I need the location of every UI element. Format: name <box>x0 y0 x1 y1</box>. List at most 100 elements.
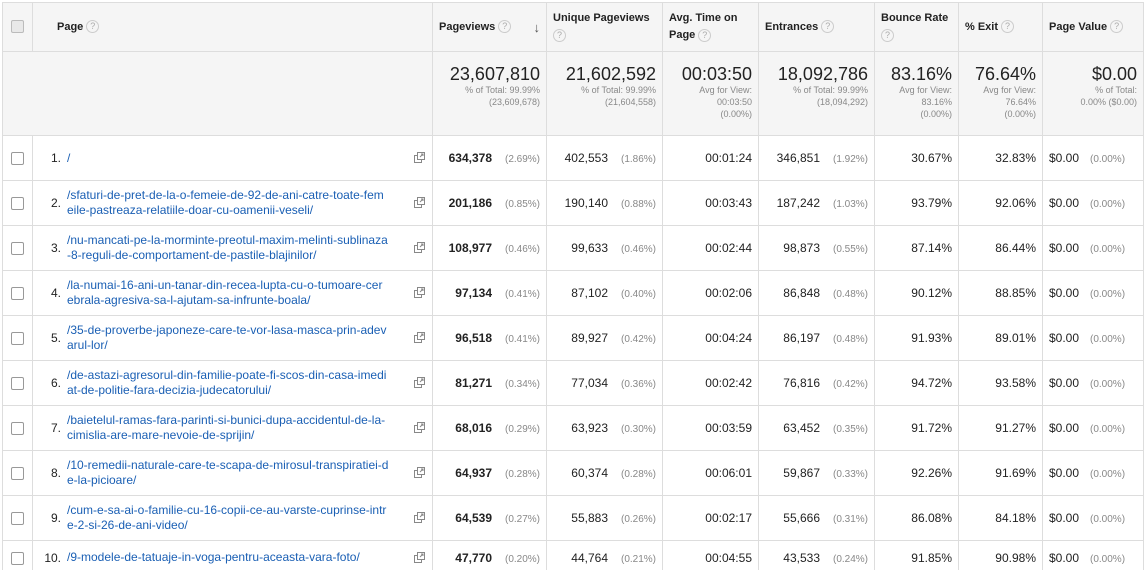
page-link[interactable]: /sfaturi-de-pret-de-la-o-femeie-de-92-de… <box>67 188 384 217</box>
open-external-icon[interactable] <box>414 551 426 563</box>
row-select-cell[interactable] <box>2 360 33 406</box>
page-link[interactable]: /cum-e-sa-ai-o-familie-cu-16-copii-ce-au… <box>67 503 387 532</box>
summary-note: 83.16% <box>921 97 952 107</box>
pageviews-percent: (0.29%) <box>504 424 540 435</box>
entrances-cell: 63,452 (0.35%) <box>758 405 875 451</box>
row-checkbox[interactable] <box>11 551 24 565</box>
header-pageviews[interactable]: Pageviews? ↓ <box>432 2 547 52</box>
header-exit-label: % Exit <box>965 20 999 33</box>
row-checkbox[interactable] <box>11 197 24 211</box>
unique-pageviews-percent: (0.40%) <box>620 289 656 300</box>
select-all-checkbox[interactable] <box>11 20 24 34</box>
page-link[interactable]: /de-astazi-agresorul-din-familie-poate-f… <box>67 368 387 397</box>
page-link[interactable]: /nu-mancati-pe-la-morminte-preotul-maxim… <box>67 233 388 262</box>
help-icon[interactable]: ? <box>498 20 512 34</box>
row-select-cell[interactable] <box>2 540 33 570</box>
row-checkbox[interactable] <box>11 287 24 301</box>
header-page-value[interactable]: Page Value? <box>1042 2 1144 52</box>
unique-pageviews-value: 402,553 <box>564 151 608 165</box>
row-select-cell[interactable] <box>2 180 33 226</box>
entrances-value: 43,533 <box>783 550 820 565</box>
page-cell: 2. /sfaturi-de-pret-de-la-o-femeie-de-92-… <box>32 180 433 226</box>
page-value-cell: $0.00 (0.00%) <box>1042 450 1144 496</box>
open-external-icon[interactable] <box>414 197 426 208</box>
bounce-rate-cell: 92.26% <box>874 450 959 496</box>
pageviews-percent: (0.41%) <box>504 289 540 300</box>
page-link[interactable]: /35-de-proverbe-japoneze-care-te-vor-las… <box>67 323 387 352</box>
unique-pageviews-value: 63,923 <box>571 421 608 435</box>
header-unique-pageviews[interactable]: Unique Pageviews? <box>546 2 663 52</box>
help-icon[interactable]: ? <box>1110 20 1124 34</box>
row-select-cell[interactable] <box>2 450 33 496</box>
row-select-cell[interactable] <box>2 270 33 316</box>
pageviews-value: 64,937 <box>455 466 492 480</box>
unique-pageviews-value: 89,927 <box>571 331 608 345</box>
page-value-cell: $0.00 (0.00%) <box>1042 360 1144 406</box>
sort-down-icon[interactable]: ↓ <box>533 19 541 35</box>
table-row: 1. / 634,378 (2.69%) 402,553 (1.86%) 00:01:24 3… <box>2 135 1144 181</box>
open-external-icon[interactable] <box>414 377 426 388</box>
pageviews-value: 81,271 <box>455 376 492 390</box>
open-external-icon[interactable] <box>414 242 426 253</box>
exit-cell: 91.27% <box>958 405 1043 451</box>
pageviews-value: 108,977 <box>448 241 492 255</box>
page-value-value: $0.00 <box>1049 196 1080 210</box>
help-icon[interactable]: ? <box>553 28 566 42</box>
avg-time-value: 00:03:43 <box>705 196 752 210</box>
row-checkbox[interactable] <box>11 242 24 256</box>
row-index: 9. <box>50 511 61 525</box>
row-select-cell[interactable] <box>2 135 33 181</box>
row-checkbox[interactable] <box>11 152 24 166</box>
help-icon[interactable]: ? <box>821 20 835 34</box>
page-value-cell: $0.00 (0.00%) <box>1042 270 1144 316</box>
unique-pageviews-cell: 44,764 (0.21%) <box>546 540 663 570</box>
header-entrances[interactable]: Entrances? <box>758 2 875 52</box>
bounce-rate-value: 87.14% <box>911 241 952 255</box>
row-select-cell[interactable] <box>2 225 33 271</box>
row-select-cell[interactable] <box>2 495 33 541</box>
help-icon[interactable]: ? <box>698 28 712 42</box>
page-link[interactable]: /baietelul-ramas-fara-parinti-si-bunici-… <box>67 413 386 442</box>
page-link[interactable]: /9-modele-de-tatuaje-in-voga-pentru-acea… <box>67 550 360 565</box>
row-select-cell[interactable] <box>2 405 33 451</box>
row-checkbox[interactable] <box>11 332 24 346</box>
exit-cell: 90.98% <box>958 540 1043 570</box>
row-select-cell[interactable] <box>2 315 33 361</box>
select-all-header[interactable] <box>2 2 33 52</box>
row-checkbox[interactable] <box>11 512 24 526</box>
table-row: 5. /35-de-proverbe-japoneze-care-te-vor-l… <box>2 315 1144 361</box>
open-external-icon[interactable] <box>414 512 426 523</box>
row-checkbox[interactable] <box>11 422 24 436</box>
open-external-icon[interactable] <box>414 422 426 433</box>
bounce-rate-value: 92.26% <box>911 466 952 480</box>
open-external-icon[interactable] <box>414 152 426 163</box>
bounce-rate-value: 91.72% <box>911 421 952 435</box>
entrances-value: 187,242 <box>776 196 820 210</box>
help-icon[interactable]: ? <box>881 28 894 42</box>
header-page[interactable]: Page? <box>32 2 433 52</box>
open-external-icon[interactable] <box>414 467 426 478</box>
header-exit[interactable]: % Exit? <box>958 2 1043 52</box>
row-checkbox[interactable] <box>11 377 24 391</box>
open-external-icon[interactable] <box>414 287 426 298</box>
page-link[interactable]: / <box>67 150 71 165</box>
page-link[interactable]: /10-remedii-naturale-care-te-scapa-de-mi… <box>67 458 389 487</box>
row-checkbox[interactable] <box>11 467 24 481</box>
help-icon[interactable]: ? <box>86 20 100 34</box>
page-value-value: $0.00 <box>1049 286 1080 300</box>
page-value-percent: (0.00%) <box>1090 244 1126 255</box>
bounce-rate-cell: 86.08% <box>874 495 959 541</box>
open-external-icon[interactable] <box>414 332 426 343</box>
header-bounce-rate[interactable]: Bounce Rate? <box>874 2 959 52</box>
unique-pageviews-percent: (0.30%) <box>620 424 656 435</box>
pageviews-value: 201,186 <box>448 196 492 210</box>
summary-unique-pageviews: 21,602,592 % of Total: 99.99% (21,604,55… <box>546 51 663 136</box>
help-icon[interactable]: ? <box>1001 20 1015 34</box>
summary-note: 00:03:50 <box>716 97 752 107</box>
table-row: 3. /nu-mancati-pe-la-morminte-preotul-max… <box>2 225 1144 271</box>
page-link[interactable]: /la-numai-16-ani-un-tanar-din-recea-lupt… <box>67 278 383 307</box>
avg-time-value: 00:02:17 <box>705 511 752 525</box>
unique-pageviews-percent: (0.88%) <box>620 199 656 210</box>
pageviews-value: 68,016 <box>455 421 492 435</box>
header-avg-time[interactable]: Avg. Time on Page? <box>662 2 759 52</box>
